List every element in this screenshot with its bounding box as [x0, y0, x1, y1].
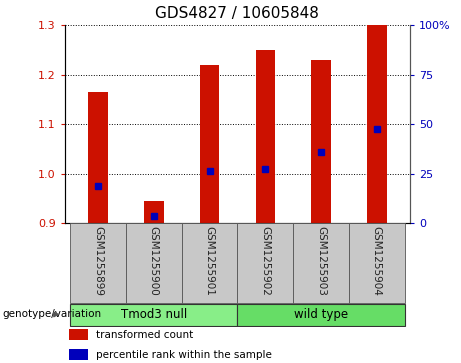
Text: GSM1255899: GSM1255899 — [93, 226, 103, 295]
Text: GSM1255902: GSM1255902 — [260, 226, 270, 295]
Bar — [237, 223, 293, 303]
Bar — [88, 92, 108, 223]
Bar — [144, 201, 164, 223]
Title: GDS4827 / 10605848: GDS4827 / 10605848 — [155, 7, 319, 21]
Bar — [69, 349, 89, 360]
Bar — [255, 50, 275, 223]
Text: GSM1255903: GSM1255903 — [316, 226, 326, 295]
Bar — [293, 223, 349, 303]
Bar — [349, 223, 405, 303]
Text: transformed count: transformed count — [96, 330, 194, 340]
Bar — [70, 304, 237, 326]
Bar — [367, 25, 387, 223]
Bar — [69, 329, 89, 340]
Text: GSM1255900: GSM1255900 — [149, 226, 159, 295]
Text: wild type: wild type — [294, 308, 348, 321]
Bar — [237, 304, 405, 326]
Text: GSM1255904: GSM1255904 — [372, 226, 382, 295]
Bar — [182, 223, 237, 303]
Bar — [70, 223, 126, 303]
Bar — [200, 65, 219, 223]
Bar — [126, 223, 182, 303]
Text: percentile rank within the sample: percentile rank within the sample — [96, 350, 272, 360]
Bar — [311, 60, 331, 223]
Text: genotype/variation: genotype/variation — [3, 309, 102, 319]
Text: GSM1255901: GSM1255901 — [205, 226, 214, 295]
Text: Tmod3 null: Tmod3 null — [121, 308, 187, 321]
